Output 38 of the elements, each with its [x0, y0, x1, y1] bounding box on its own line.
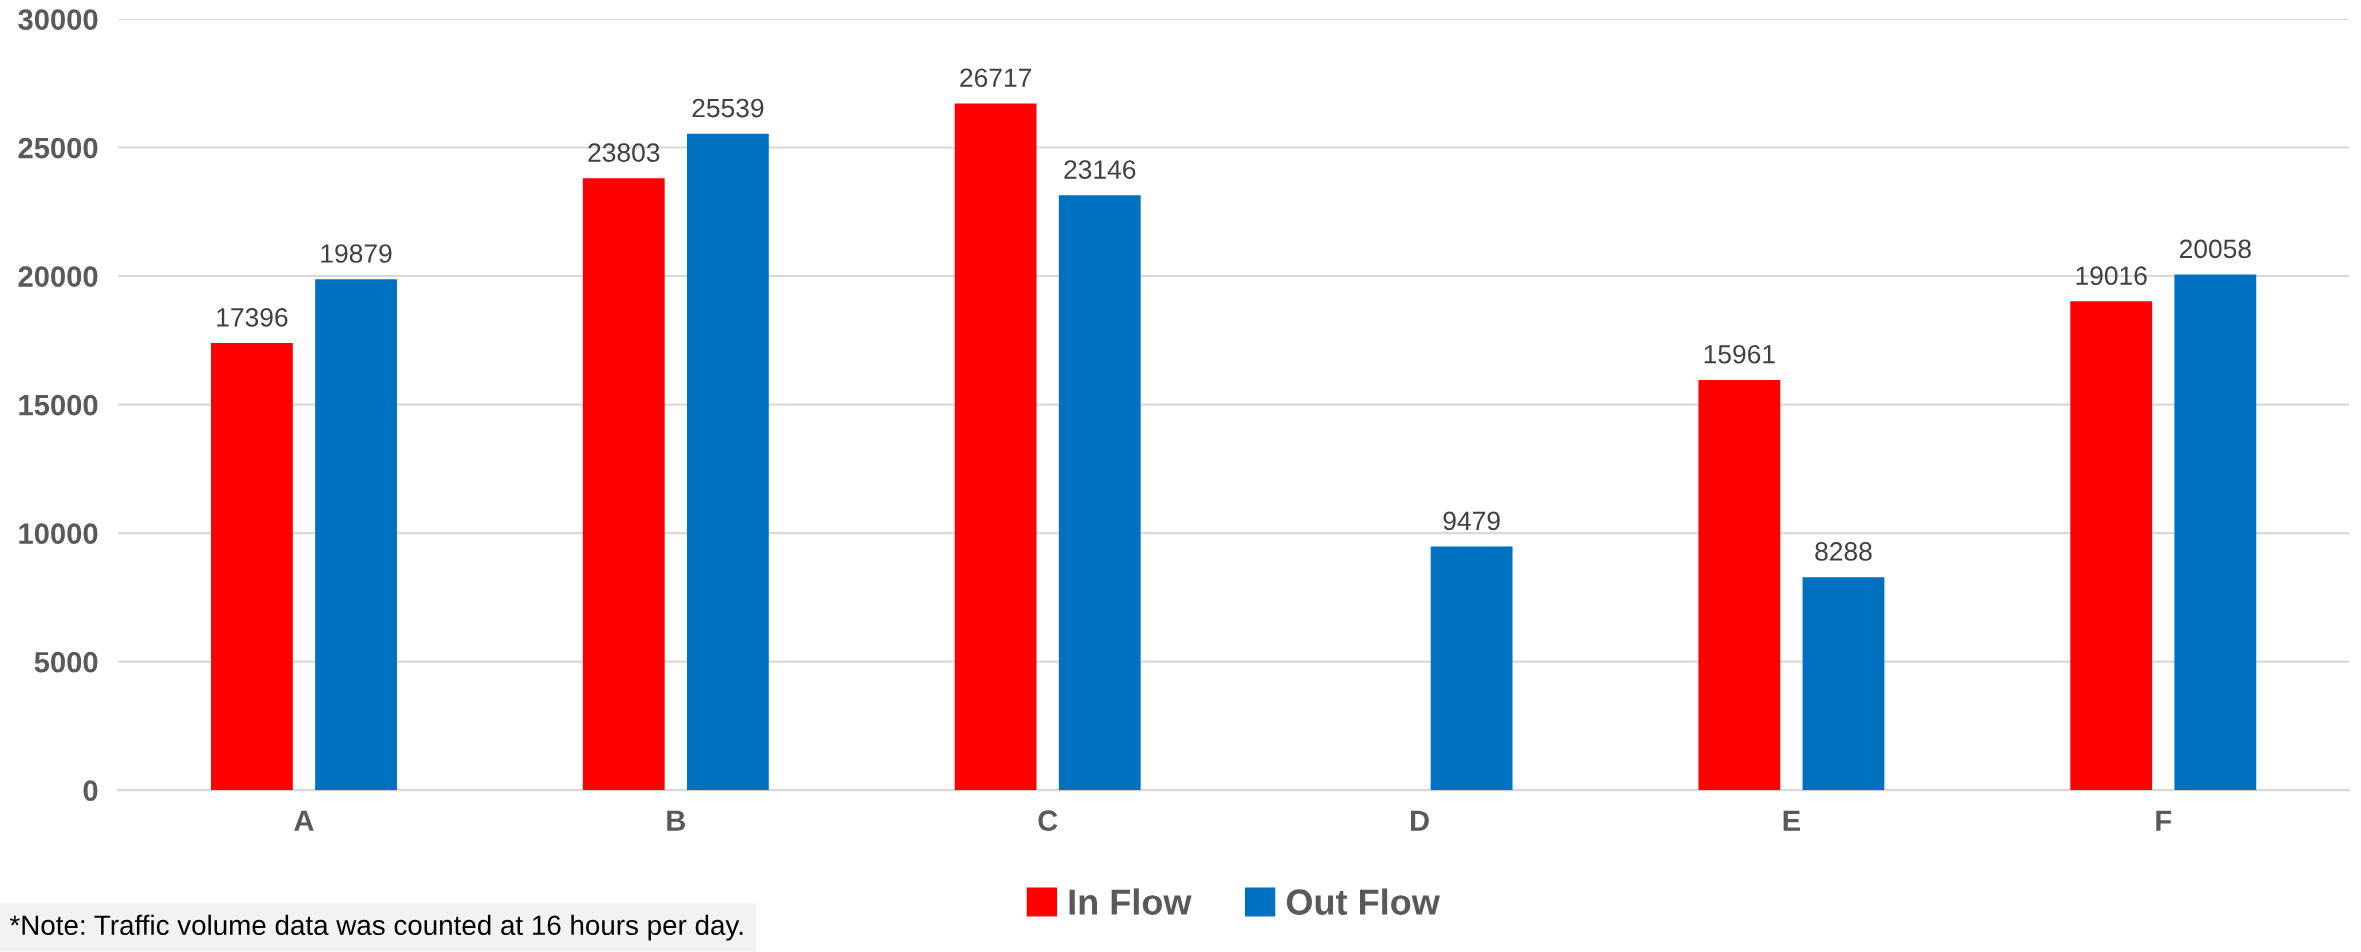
- data-label: 17396: [217, 308, 288, 327]
- bar: [686, 133, 769, 791]
- bar: [211, 343, 293, 791]
- bar: [582, 178, 665, 791]
- data-label: 23146: [1064, 160, 1136, 179]
- bar: [954, 103, 1037, 791]
- legend-label: In Flow: [1069, 888, 1192, 915]
- y-tick-label: 5000: [34, 651, 98, 673]
- y-tick-label: 30000: [18, 9, 98, 30]
- x-tick-label: C: [1038, 810, 1058, 832]
- data-label: 19016: [2076, 266, 2147, 286]
- x-tick-label: D: [1410, 810, 1429, 831]
- data-label: 20058: [2179, 239, 2251, 259]
- bar: [1698, 379, 1781, 791]
- y-tick-label: 25000: [18, 137, 98, 159]
- x-tick-label: F: [2156, 810, 2172, 831]
- x-tick-label: E: [1783, 810, 1800, 831]
- y-tick-label: 0: [83, 780, 98, 802]
- data-label: 19879: [321, 244, 392, 263]
- data-label: 15961: [1704, 344, 1775, 364]
- y-tick-label: 10000: [19, 523, 98, 544]
- data-label: 8288: [1815, 542, 1872, 561]
- bar: [1430, 546, 1513, 791]
- x-tick-label: A: [294, 810, 314, 831]
- text: *Note: Traffic volume data was counted at 16 hours per day.: [9, 914, 743, 941]
- bar: [2070, 301, 2153, 791]
- legend-label: Out Flow: [1286, 888, 1440, 915]
- bar: [1058, 195, 1141, 791]
- data-label: 23803: [588, 143, 660, 162]
- y-tick-label: 15000: [19, 394, 98, 416]
- bar: [1802, 577, 1885, 791]
- y-tick-label: 20000: [18, 266, 98, 287]
- bar: [315, 279, 397, 791]
- data-label: 26717: [960, 68, 1031, 88]
- data-label: 9479: [1443, 511, 1500, 531]
- x-tick-label: B: [667, 810, 686, 831]
- data-label: 25539: [692, 98, 764, 118]
- bar: [2174, 274, 2257, 791]
